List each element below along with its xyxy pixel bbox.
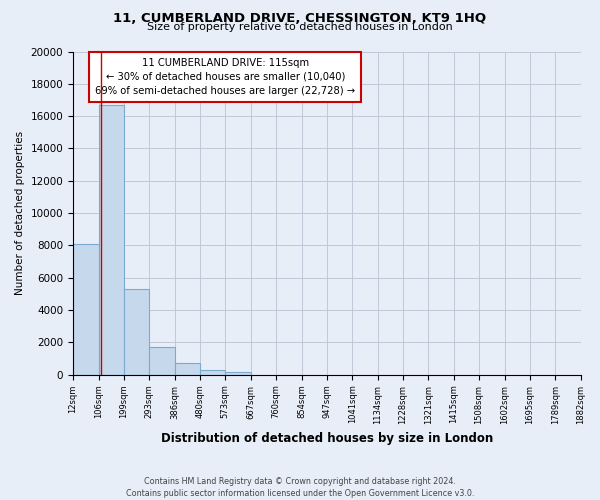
Bar — [200, 370, 225, 375]
Bar — [175, 362, 200, 375]
Text: Contains HM Land Registry data © Crown copyright and database right 2024.
Contai: Contains HM Land Registry data © Crown c… — [126, 476, 474, 498]
Bar — [225, 372, 251, 375]
Text: 11, CUMBERLAND DRIVE, CHESSINGTON, KT9 1HQ: 11, CUMBERLAND DRIVE, CHESSINGTON, KT9 1… — [113, 12, 487, 26]
Bar — [124, 289, 149, 375]
Bar — [73, 244, 98, 375]
Text: Size of property relative to detached houses in London: Size of property relative to detached ho… — [147, 22, 453, 32]
Bar — [98, 105, 124, 375]
Text: 11 CUMBERLAND DRIVE: 115sqm
← 30% of detached houses are smaller (10,040)
69% of: 11 CUMBERLAND DRIVE: 115sqm ← 30% of det… — [95, 58, 355, 96]
Bar — [149, 346, 175, 375]
Y-axis label: Number of detached properties: Number of detached properties — [15, 131, 25, 295]
X-axis label: Distribution of detached houses by size in London: Distribution of detached houses by size … — [161, 432, 493, 445]
